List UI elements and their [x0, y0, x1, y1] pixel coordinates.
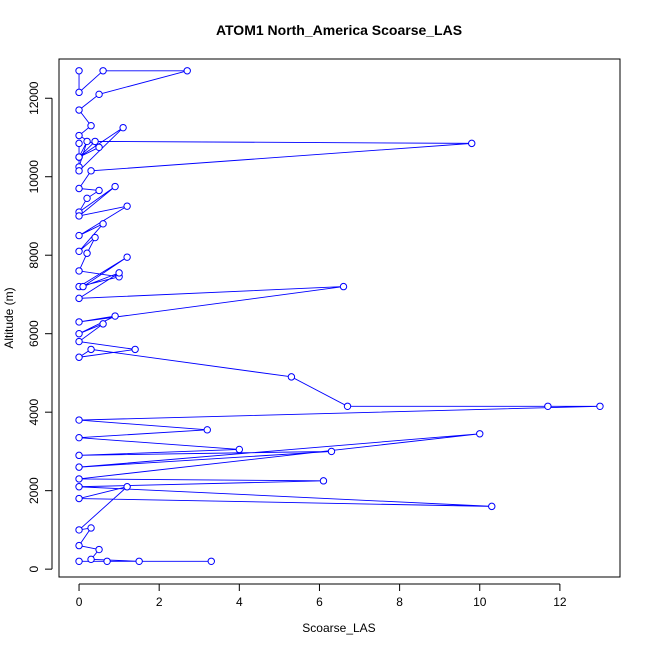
data-point [75, 463, 83, 471]
data-point [203, 426, 211, 434]
data-point [83, 249, 91, 257]
data-point [75, 526, 83, 534]
data-point [75, 483, 83, 491]
y-tick-label: 10000 [27, 160, 41, 194]
data-point [95, 545, 103, 554]
series-line [77, 70, 600, 562]
data-point [75, 329, 83, 338]
data-point [119, 123, 127, 132]
y-tick-label: 2000 [27, 477, 41, 504]
x-tick-label: 0 [76, 595, 83, 609]
x-tick-label: 4 [236, 595, 243, 609]
x-axis-label: Scoarse_LAS [302, 621, 375, 635]
data-point [87, 524, 95, 532]
data-point [75, 131, 83, 140]
data-point [75, 231, 83, 240]
y-axis: 0 2000 4000 6000 8000 10000 12000 [27, 81, 53, 572]
data-point [75, 247, 83, 255]
data-point [75, 212, 83, 220]
data-point [87, 167, 95, 175]
data-point [87, 122, 95, 130]
y-tick-label: 12000 [27, 81, 41, 115]
data-point [476, 430, 484, 438]
data-point [75, 184, 83, 193]
data-point [123, 202, 131, 210]
data-point [99, 67, 107, 75]
data-point [87, 555, 95, 564]
data-point [75, 88, 83, 97]
x-tick-label: 2 [156, 595, 163, 609]
x-tick-label: 8 [396, 595, 403, 609]
data-point [75, 267, 83, 275]
data-point [95, 143, 103, 151]
data-point [123, 483, 131, 491]
y-axis-label: Altitude (m) [2, 287, 16, 348]
data-point [75, 294, 83, 303]
x-tick-label: 6 [316, 595, 323, 609]
y-tick-label: 0 [27, 565, 41, 572]
data-point [75, 557, 83, 566]
data-point [75, 416, 83, 424]
plot-frame [58, 58, 621, 578]
y-tick-label: 4000 [27, 399, 41, 426]
data-point [75, 494, 83, 503]
data-point [115, 269, 123, 277]
data-point [91, 233, 99, 242]
data-point [131, 345, 139, 354]
x-axis: 0 2 4 6 8 10 12 [76, 583, 567, 609]
data-point [111, 312, 119, 320]
data-point [87, 345, 95, 354]
data-point [75, 433, 83, 442]
data-point [75, 451, 83, 460]
data-point [596, 402, 604, 410]
data-point [327, 447, 336, 456]
data-point [75, 318, 83, 326]
data-point [75, 541, 83, 550]
x-tick-label: 10 [473, 595, 487, 609]
y-tick-label: 6000 [27, 320, 41, 347]
data-point [343, 402, 352, 410]
data-point [75, 67, 83, 75]
data-point [75, 106, 83, 114]
data-point [75, 353, 83, 361]
data-point [339, 282, 348, 291]
data-point [91, 137, 99, 146]
data-point [83, 137, 91, 146]
data-point [99, 220, 107, 228]
data-point [111, 182, 119, 191]
x-tick-label: 12 [553, 595, 567, 609]
data-point [135, 557, 143, 566]
data-point [79, 282, 87, 291]
data-point [183, 67, 191, 75]
data-point [95, 186, 103, 195]
data-point [83, 194, 91, 203]
data-point [544, 402, 552, 410]
data-point [207, 557, 215, 566]
data-point [75, 475, 83, 483]
data-point [75, 139, 83, 148]
data-point [468, 139, 476, 148]
y-tick-label: 8000 [27, 242, 41, 269]
series-layer [75, 67, 604, 566]
data-point [319, 477, 328, 485]
data-point [75, 153, 83, 161]
data-point [488, 502, 496, 511]
data-point [75, 337, 83, 346]
chart-title: ATOM1 North_America Scoarse_LAS [216, 22, 462, 38]
data-point [95, 90, 103, 99]
data-point [75, 167, 83, 175]
data-point [103, 557, 111, 566]
data-point [123, 253, 131, 261]
data-point [99, 320, 107, 328]
data-point [235, 445, 244, 454]
data-point [287, 373, 296, 381]
